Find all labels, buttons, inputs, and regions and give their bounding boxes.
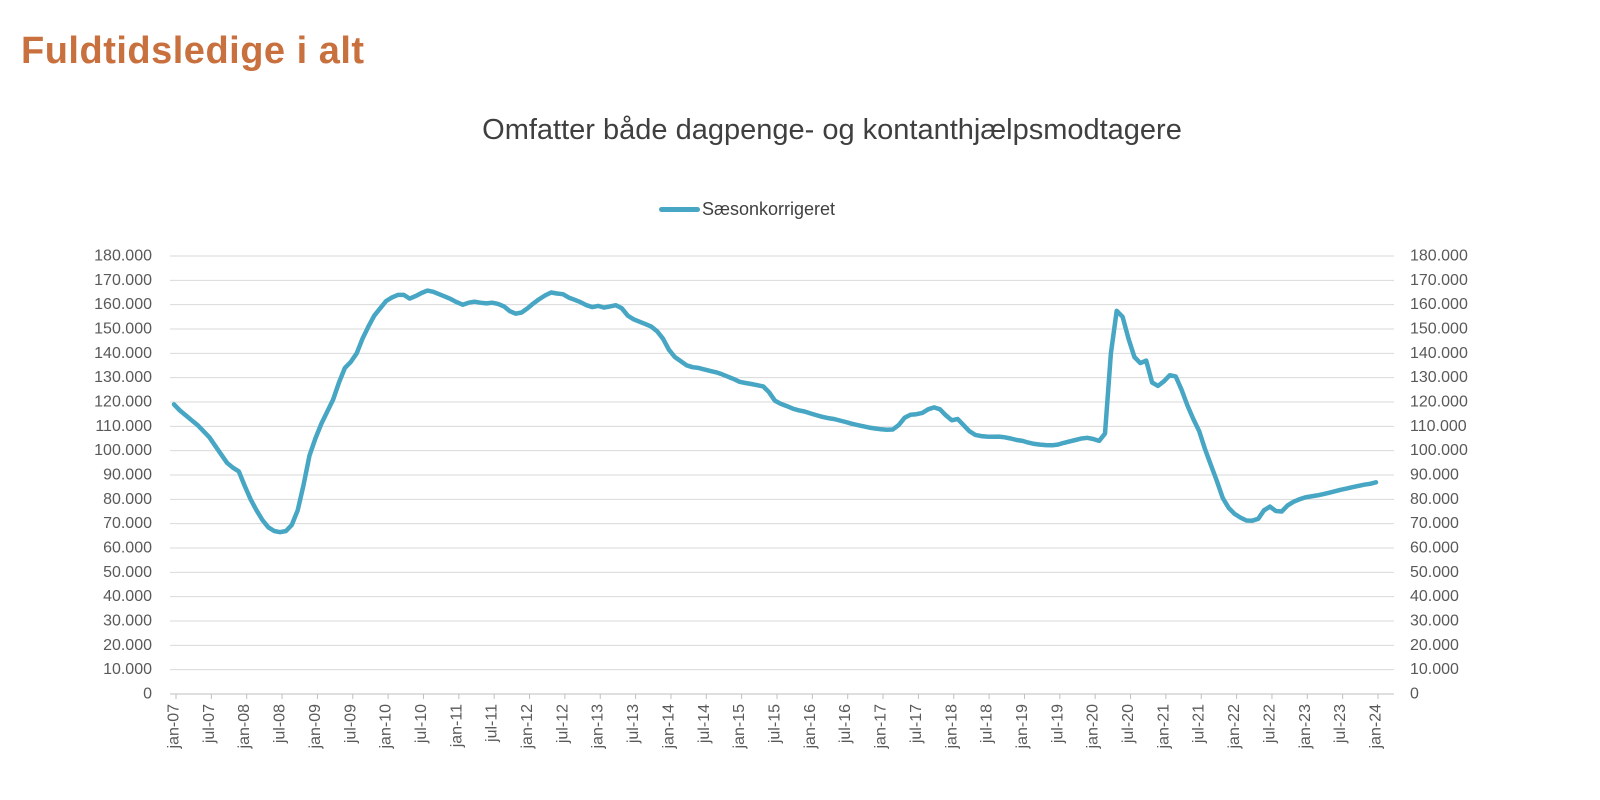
y-axis-label-right: 110.000 (1410, 418, 1467, 435)
y-axis-label-right: 0 (1410, 686, 1419, 703)
x-axis-label: jul-09 (342, 704, 359, 744)
x-axis-label: jul-13 (625, 704, 642, 744)
y-axis-label-left: 140.000 (94, 345, 152, 362)
x-axis-label: jul-21 (1191, 704, 1208, 744)
y-axis-label-left: 110.000 (95, 418, 152, 435)
x-axis-label: jul-08 (272, 704, 289, 744)
x-axis-label: jan-17 (873, 704, 890, 750)
y-axis-label-right: 150.000 (1410, 321, 1468, 338)
y-axis-label-right: 70.000 (1410, 515, 1459, 532)
y-axis-label-right: 160.000 (1410, 296, 1468, 313)
y-axis-label-right: 40.000 (1410, 588, 1459, 605)
y-axis-label-right: 80.000 (1410, 491, 1459, 508)
y-axis-label-right: 130.000 (1410, 369, 1468, 386)
x-axis-label: jul-10 (413, 704, 430, 744)
y-axis-label-left: 100.000 (94, 442, 152, 459)
y-axis-label-left: 30.000 (103, 613, 152, 630)
x-axis-label: jul-12 (554, 704, 571, 744)
x-axis-label: jul-07 (201, 704, 218, 744)
y-axis-label-right: 180.000 (1410, 248, 1468, 265)
y-axis-label-right: 30.000 (1410, 613, 1459, 630)
x-axis-label: jan-10 (378, 704, 395, 750)
x-axis-label: jan-19 (1014, 704, 1031, 750)
x-axis-label: jan-07 (166, 704, 183, 750)
y-axis-label-right: 90.000 (1410, 467, 1459, 484)
y-axis-label-left: 160.000 (94, 296, 152, 313)
x-axis-label: jul-16 (837, 704, 854, 744)
y-axis-label-left: 150.000 (94, 321, 152, 338)
x-axis-label: jan-16 (802, 704, 819, 750)
x-axis-label: jul-15 (767, 704, 784, 744)
x-axis-label: jul-18 (979, 704, 996, 744)
y-axis-label-right: 60.000 (1410, 540, 1459, 557)
y-axis-label-left: 80.000 (103, 491, 152, 508)
y-axis-label-right: 140.000 (1410, 345, 1468, 362)
y-axis-label-left: 50.000 (103, 564, 152, 581)
legend-series-label: Sæsonkorrigeret (701, 198, 836, 219)
y-axis-label-right: 170.000 (1410, 272, 1468, 289)
y-axis-label-left: 90.000 (103, 467, 152, 484)
y-axis-label-right: 20.000 (1410, 637, 1459, 654)
x-axis-label: jul-14 (696, 704, 713, 744)
series-line-saesonkorrigeret (171, 288, 1379, 535)
y-axis-label-left: 130.000 (94, 369, 152, 386)
x-axis-label: jul-17 (908, 704, 925, 744)
x-axis-label: jan-13 (590, 704, 607, 750)
y-axis-label-left: 70.000 (103, 515, 152, 532)
x-axis-label: jan-23 (1297, 704, 1314, 750)
x-axis-label: jan-15 (731, 704, 748, 750)
x-axis-label: jul-11 (484, 704, 501, 743)
x-axis-label: jan-12 (519, 704, 536, 750)
x-axis-label: jul-23 (1332, 704, 1349, 744)
x-axis-label: jan-18 (943, 704, 960, 750)
y-axis-label-right: 120.000 (1410, 394, 1468, 411)
page-title: Fuldtidsledige i alt (21, 30, 365, 72)
y-axis-label-right: 50.000 (1410, 564, 1459, 581)
legend-line-swatch (658, 206, 700, 212)
y-axis-label-left: 20.000 (103, 637, 152, 654)
x-axis-label: jul-20 (1120, 704, 1137, 744)
x-axis-label: jan-22 (1226, 704, 1243, 750)
x-axis-label: jan-11 (448, 704, 465, 748)
x-axis-label: jan-08 (236, 704, 253, 750)
y-axis-label-right: 10.000 (1410, 661, 1459, 678)
y-axis-label-left: 0 (143, 686, 152, 703)
y-axis-label-left: 10.000 (103, 661, 152, 678)
x-axis-label: jan-14 (660, 704, 677, 750)
x-axis-label: jul-22 (1261, 704, 1278, 744)
chart-subtitle: Omfatter både dagpenge- og kontanthjælps… (482, 114, 1182, 146)
y-axis-label-left: 60.000 (103, 540, 152, 557)
y-axis-label-left: 120.000 (94, 394, 152, 411)
y-axis-label-left: 170.000 (94, 272, 152, 289)
x-axis-label: jan-24 (1368, 704, 1385, 750)
y-axis-label-right: 100.000 (1410, 442, 1468, 459)
x-axis-label: jan-21 (1155, 704, 1172, 750)
x-axis-label: jul-19 (1049, 704, 1066, 744)
chart-legend: Sæsonkorrigeret (0, 196, 1494, 222)
y-axis-label-left: 180.000 (94, 248, 152, 265)
y-axis-label-left: 40.000 (103, 588, 152, 605)
x-axis-label: jan-20 (1085, 704, 1102, 750)
x-axis-label: jan-09 (307, 704, 324, 750)
